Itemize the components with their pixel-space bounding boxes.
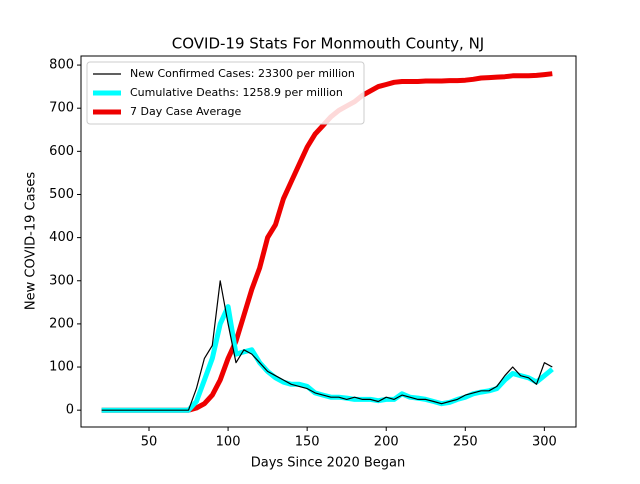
x-axis-label: Days Since 2020 Began bbox=[251, 456, 406, 471]
y-tick-label: 700 bbox=[49, 101, 74, 116]
y-tick-label: 300 bbox=[49, 273, 74, 288]
x-tick-label: 300 bbox=[532, 435, 557, 450]
y-tick-label: 0 bbox=[66, 403, 74, 418]
x-tick-label: 200 bbox=[374, 435, 399, 450]
legend-label: New Confirmed Cases: 23300 per million bbox=[130, 67, 355, 80]
y-tick-label: 600 bbox=[49, 144, 74, 159]
y-tick-label: 500 bbox=[49, 187, 74, 202]
chart-title: COVID-19 Stats For Monmouth County, NJ bbox=[172, 35, 484, 53]
legend-label: Cumulative Deaths: 1258.9 per million bbox=[130, 86, 343, 99]
y-tick-label: 800 bbox=[49, 58, 74, 73]
legend-box bbox=[86, 61, 365, 125]
x-tick-label: 250 bbox=[453, 435, 478, 450]
legend-label: 7 Day Case Average bbox=[130, 105, 242, 118]
y-tick-label: 400 bbox=[49, 230, 74, 245]
legend: New Confirmed Cases: 23300 per million Cu… bbox=[86, 61, 365, 125]
x-tick-label: 150 bbox=[295, 435, 320, 450]
y-tick-label: 100 bbox=[49, 360, 74, 375]
y-tick-label: 200 bbox=[49, 316, 74, 331]
x-tick-label: 100 bbox=[216, 435, 241, 450]
plot-frame bbox=[80, 55, 577, 428]
y-axis-label: New COVID-19 Cases bbox=[24, 172, 39, 310]
x-tick-label: 50 bbox=[141, 435, 158, 450]
series-line bbox=[101, 280, 553, 411]
